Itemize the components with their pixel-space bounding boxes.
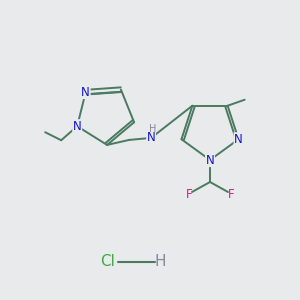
Text: N: N: [73, 120, 82, 133]
Text: Cl: Cl: [100, 254, 116, 269]
Text: N: N: [147, 131, 155, 144]
Text: F: F: [228, 188, 234, 200]
Text: H: H: [149, 124, 157, 134]
Text: H: H: [154, 254, 166, 269]
Text: F: F: [186, 188, 192, 200]
Text: N: N: [234, 133, 243, 146]
Text: N: N: [81, 85, 90, 98]
Text: N: N: [206, 154, 214, 166]
